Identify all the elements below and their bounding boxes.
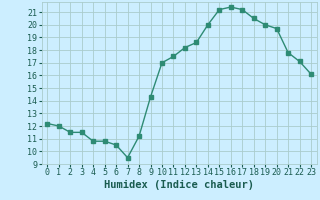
X-axis label: Humidex (Indice chaleur): Humidex (Indice chaleur)	[104, 180, 254, 190]
